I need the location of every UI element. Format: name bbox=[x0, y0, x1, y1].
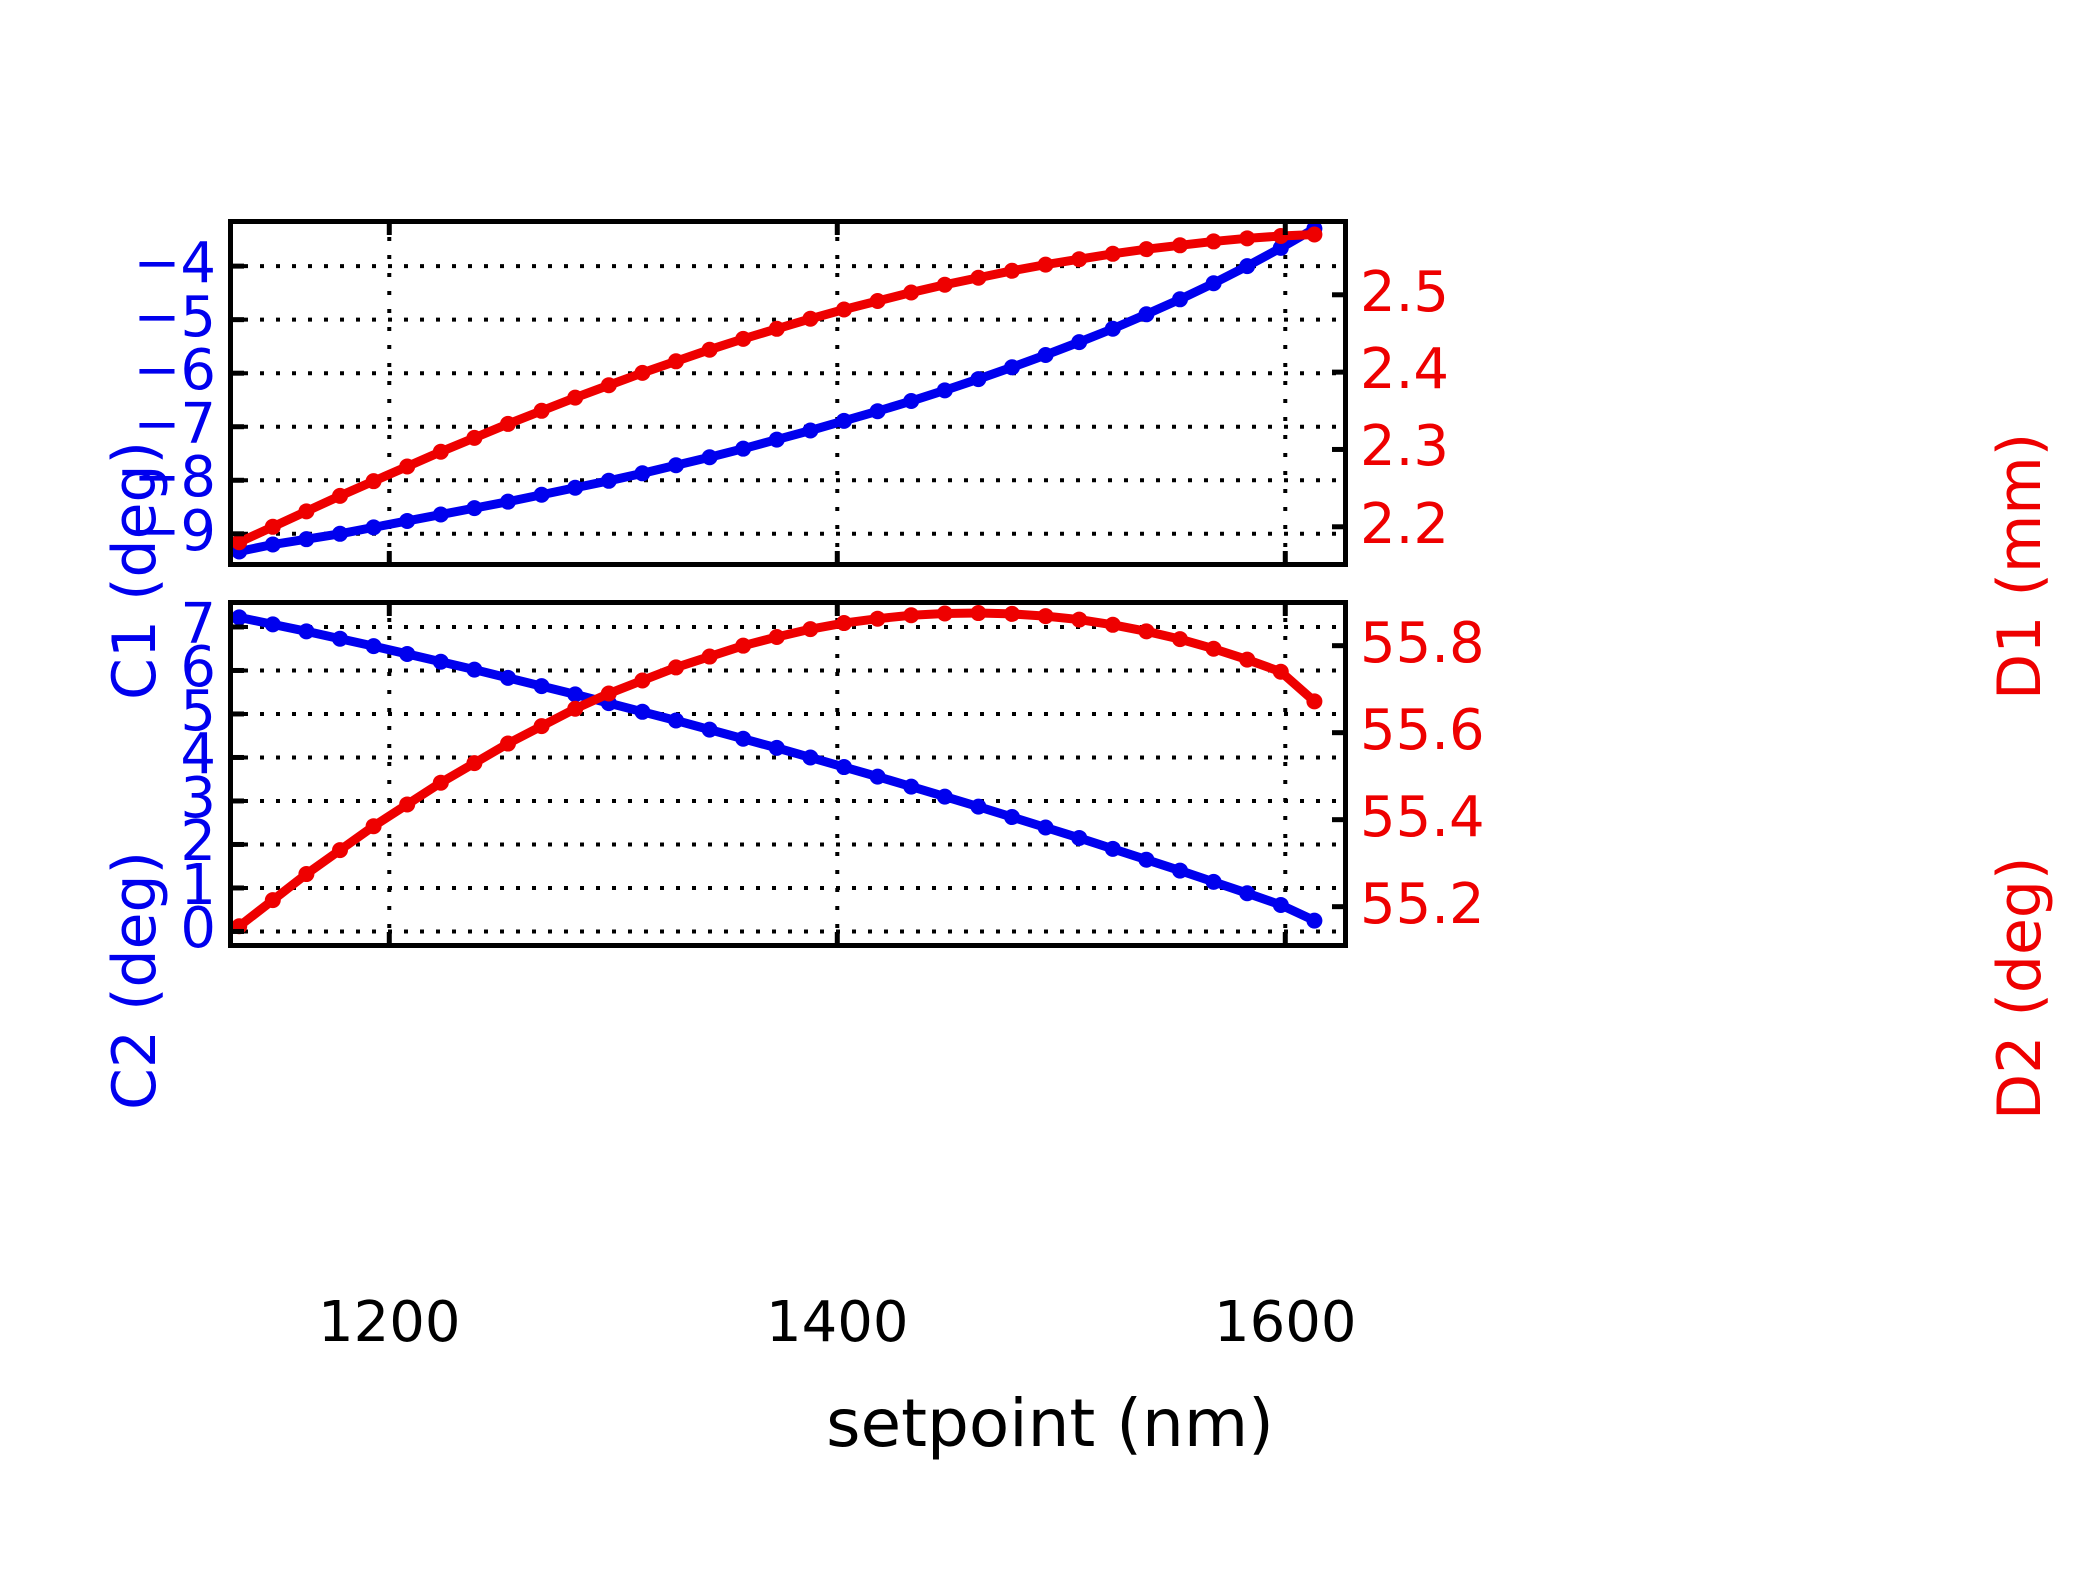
tick-label: 6 bbox=[180, 635, 216, 701]
tick-label: 4 bbox=[180, 722, 216, 788]
tick-label: −6 bbox=[133, 338, 216, 404]
tick-label: 1 bbox=[180, 852, 216, 918]
tick-label: 3 bbox=[180, 765, 216, 831]
tick-label: 7 bbox=[180, 591, 216, 657]
bottom-right-axis-title: D2 (deg) bbox=[1985, 856, 2055, 1120]
x-tick-label: 1600 bbox=[1214, 1290, 1357, 1355]
bottom-plot-area bbox=[228, 600, 1348, 948]
x-axis-title: setpoint (nm) bbox=[826, 1385, 1274, 1462]
tick-label: 2.3 bbox=[1360, 414, 1450, 480]
panel-top: C1 (deg) D1 (mm) −4 −5 −6 −7 −8 −9 2.2 2.3 2.4 2… bbox=[0, 0, 2100, 700]
tick-label: −4 bbox=[133, 231, 216, 297]
tick-label: 2.5 bbox=[1360, 259, 1450, 325]
bottom-left-axis-title: C2 (deg) bbox=[100, 850, 170, 1110]
tick-label: −7 bbox=[133, 391, 216, 457]
tick-label: 55.6 bbox=[1360, 697, 1485, 763]
tick-label: 2.2 bbox=[1360, 491, 1450, 557]
tick-label: 55.8 bbox=[1360, 610, 1485, 676]
tick-label: −8 bbox=[133, 445, 216, 511]
tick-label: 0 bbox=[180, 896, 216, 962]
top-plot-area bbox=[228, 219, 1348, 567]
tick-label: 55.4 bbox=[1360, 784, 1485, 850]
series-D2 bbox=[231, 605, 1323, 935]
tick-label: 2 bbox=[180, 809, 216, 875]
series-C2 bbox=[231, 609, 1323, 929]
series-C1 bbox=[231, 220, 1323, 560]
tick-label: −9 bbox=[133, 498, 216, 564]
tick-label: 55.2 bbox=[1360, 871, 1485, 937]
tick-label: −5 bbox=[133, 284, 216, 350]
x-tick-label: 1400 bbox=[766, 1290, 909, 1355]
tick-label: 5 bbox=[180, 678, 216, 744]
tick-label: 2.4 bbox=[1360, 337, 1450, 403]
series-D1 bbox=[231, 226, 1323, 551]
x-tick-label: 1200 bbox=[318, 1290, 461, 1355]
